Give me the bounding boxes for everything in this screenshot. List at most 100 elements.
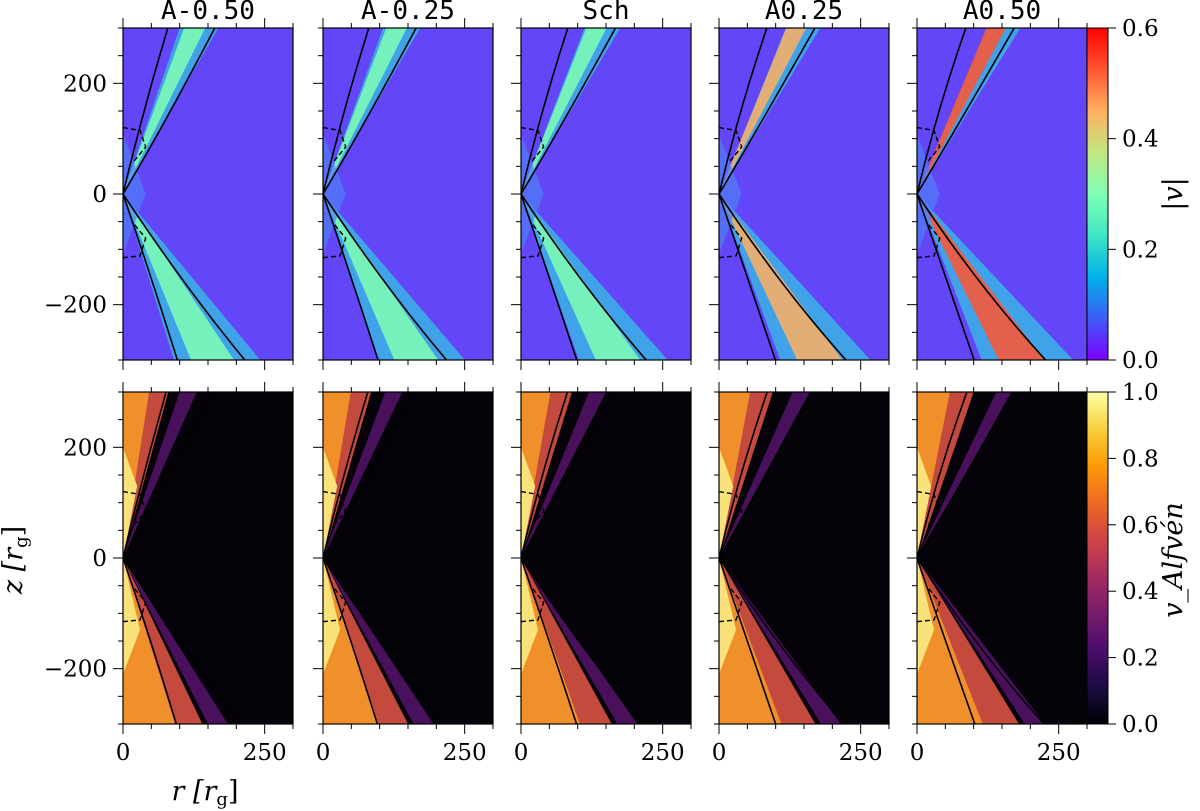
velocity-panel	[511, 18, 692, 370]
axis-wedge	[917, 134, 940, 254]
upper-alfven-core	[521, 447, 536, 558]
contour-lower-outer	[123, 557, 242, 724]
alfven-panel: 0 250	[709, 382, 890, 766]
panel-body	[123, 28, 293, 360]
axis-wedge	[323, 134, 346, 254]
colorbars: 0.0 0.2 0.4 0.6 0.0 0.2 0.4 0.6 0.8 1.0 |v| v_Alfvé…	[1086, 16, 1189, 738]
alfven-panel: 0 250	[907, 382, 1088, 766]
dashed-surface-upper	[323, 490, 347, 526]
panel-title: Sch	[583, 0, 630, 26]
alfven-colorbar-label: v_Alfvén	[1158, 502, 1189, 618]
colorbar-frame	[1086, 27, 1109, 361]
upper-alfven-mid	[521, 392, 551, 558]
contour-lower-inner	[719, 193, 777, 360]
dashed-surface-lower	[123, 223, 147, 259]
contour-lower-inner	[123, 193, 179, 360]
x-tick-label: 0	[116, 740, 131, 766]
y-tick-label: 200	[63, 71, 107, 97]
colorbar-tick-label: 0.4	[1122, 579, 1159, 605]
contour-upper-inner	[521, 392, 569, 559]
colorbar-frame	[1086, 391, 1109, 725]
contour-lower-inner	[719, 557, 777, 724]
contour-upper-outer	[719, 392, 814, 559]
y-tick-label: −200	[44, 657, 107, 683]
colorbar-tick-label: 0.0	[1122, 712, 1159, 738]
upper-alfven-mid	[719, 392, 751, 558]
contour-lower-inner	[323, 557, 379, 724]
dashed-surface-lower	[323, 223, 347, 259]
lower-alfven-core	[521, 558, 538, 675]
contour-lower-outer	[123, 193, 246, 360]
panel-body	[719, 28, 889, 360]
lower-jet	[323, 194, 465, 360]
dashed-surface-lower	[123, 587, 147, 623]
upper-alfven-core	[719, 447, 734, 558]
panel-grid: A-0.50 −200 0 200 0 250 −200 0 200 A-0.25 0 250 Sch 0…	[44, 0, 1088, 766]
dashed-surface-upper	[917, 126, 941, 162]
dashed-surface-lower	[719, 223, 743, 259]
alfven-panel: 0 250 −200 0 200	[44, 382, 294, 766]
contour-upper-inner	[521, 28, 569, 195]
y-axis-label: z [rg]	[0, 526, 32, 595]
upper-transition-band	[521, 392, 606, 558]
contour-upper-outer	[521, 28, 617, 195]
lower-alfven-core	[323, 558, 340, 675]
dashed-surface-upper	[719, 490, 743, 526]
lower-jet-core	[719, 194, 843, 360]
dashed-surface-upper	[323, 126, 347, 162]
dashed-surface-upper	[521, 126, 545, 162]
dashed-surface-upper	[123, 490, 147, 526]
dashed-surface-lower	[917, 587, 941, 623]
x-axis-label: r [rg]	[171, 776, 238, 810]
dashed-surface-lower	[719, 587, 743, 623]
contour-upper-inner	[719, 392, 768, 559]
contour-upper-inner	[123, 392, 167, 559]
axis-wedge	[719, 134, 742, 254]
dashed-surface-lower	[917, 223, 941, 259]
contour-upper-inner	[323, 28, 370, 195]
x-tick-label: 250	[641, 740, 685, 766]
panel-body	[917, 28, 1087, 360]
velocity-panel: −200 0 200	[44, 18, 294, 370]
dashed-surface-upper	[123, 126, 147, 162]
dashed-surface-upper	[521, 490, 545, 526]
contour-upper-outer	[323, 392, 414, 559]
panel-title: A0.50	[963, 0, 1041, 26]
panel-body	[917, 392, 1087, 724]
contour-lower-inner	[323, 193, 379, 360]
contour-lower-outer	[323, 193, 448, 360]
lower-transition-band	[719, 558, 841, 724]
x-tick-label: 0	[316, 740, 331, 766]
contour-lower-inner	[521, 557, 578, 724]
contour-upper-inner	[323, 392, 369, 559]
x-tick-label: 250	[443, 740, 487, 766]
upper-alfven-core	[123, 447, 138, 558]
contour-lower-outer	[521, 193, 647, 360]
axis-wedge	[521, 134, 544, 254]
contour-upper-outer	[917, 392, 1013, 559]
contour-lower-outer	[917, 193, 1047, 360]
contour-upper-outer	[123, 392, 213, 559]
contour-upper-inner	[123, 28, 169, 195]
velocity-panel	[907, 18, 1088, 370]
lower-transition-band	[917, 558, 1045, 724]
dashed-surface-upper	[917, 490, 941, 526]
lower-jet	[917, 194, 1074, 360]
lower-jet	[521, 194, 668, 360]
contour-upper-outer	[521, 392, 614, 559]
panel-body	[323, 392, 493, 724]
contour-upper-outer	[917, 28, 1015, 195]
colorbar-tick-label: 0.6	[1122, 513, 1159, 539]
x-tick-label: 0	[514, 740, 529, 766]
colorbar-gradient	[1087, 28, 1108, 360]
lower-alfven-core	[917, 558, 934, 675]
colorbar-tick-label: 0.0	[1122, 348, 1159, 374]
panel-title: A0.25	[765, 0, 843, 26]
contour-lower-inner	[521, 193, 578, 360]
contour-lower-inner	[917, 193, 975, 360]
contour-upper-outer	[719, 28, 816, 195]
panel-title: A-0.25	[361, 0, 455, 26]
panel-body	[323, 28, 493, 360]
contour-upper-inner	[917, 28, 967, 195]
